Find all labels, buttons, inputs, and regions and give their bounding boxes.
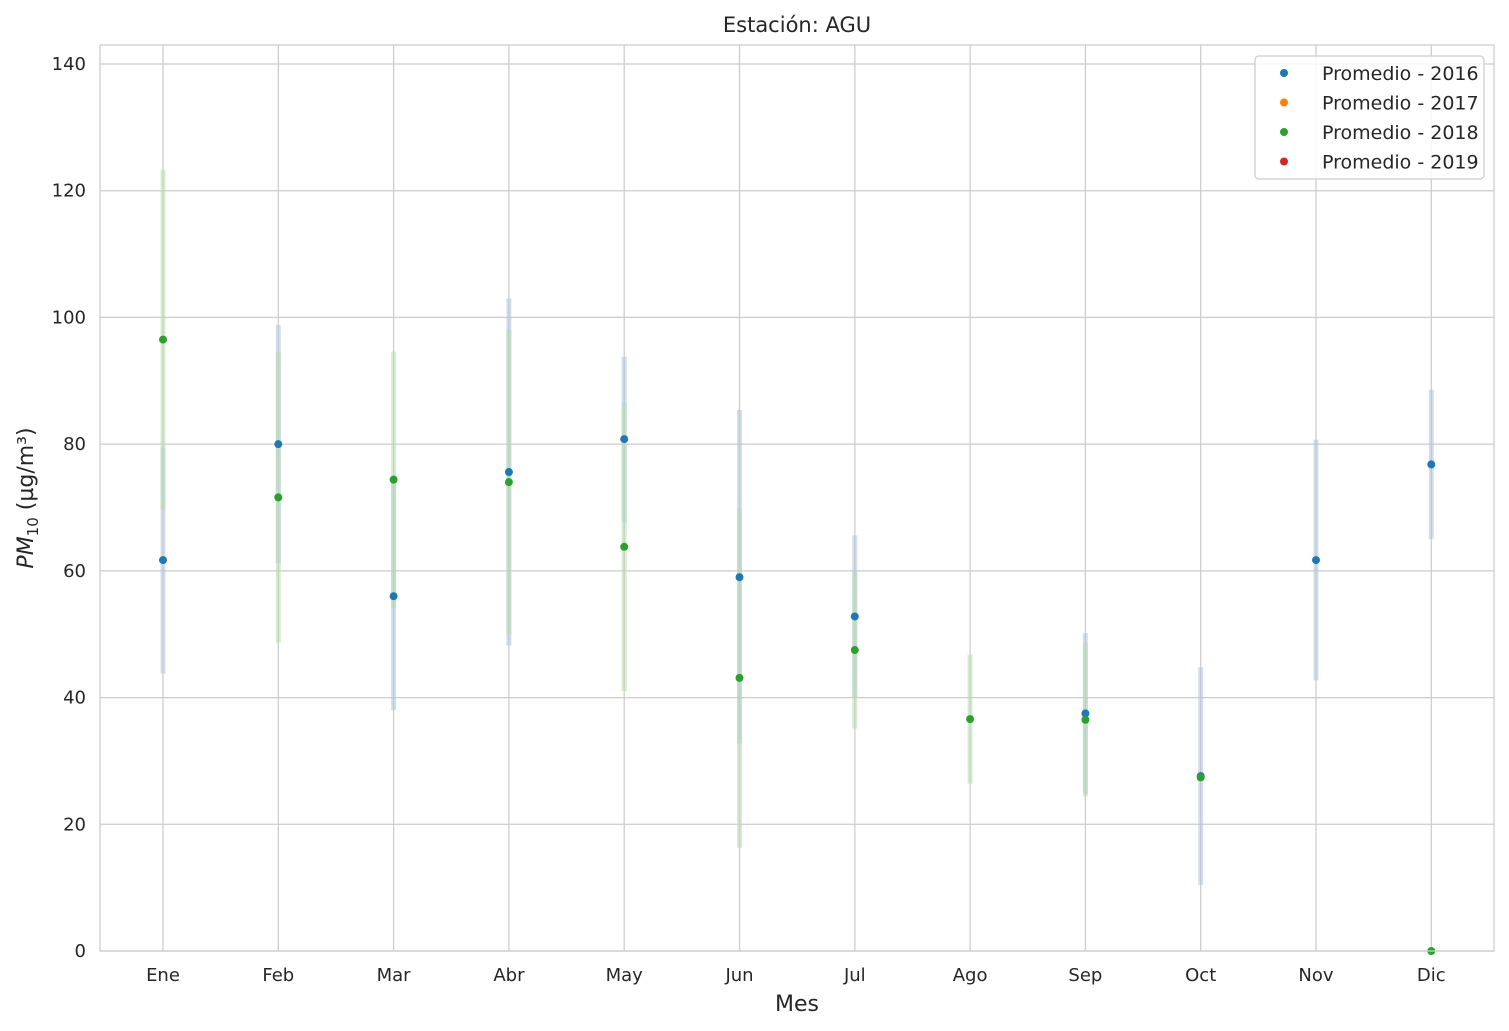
y-axis-label-unit: (µg/m³) (14, 427, 39, 517)
x-axis-label: Mes (775, 992, 819, 1017)
y-axis-label-main: PM (14, 536, 39, 568)
x-tick-label: Ene (146, 965, 180, 986)
legend-label: Promedio - 2018 (1322, 122, 1479, 144)
y-tick-label: 80 (63, 434, 86, 455)
legend-label: Promedio - 2016 (1322, 63, 1479, 85)
legend-marker (1280, 157, 1288, 166)
data-point (159, 335, 167, 344)
data-points (159, 335, 1436, 955)
data-point (389, 592, 398, 601)
legend-label: Promedio - 2019 (1322, 152, 1479, 174)
x-tick-label: Abr (493, 965, 525, 986)
legend: Promedio - 2016 Promedio - 2017 Promedio -… (1254, 55, 1485, 180)
x-tick-label: Jul (843, 965, 866, 986)
data-point (620, 435, 629, 444)
legend-marker (1280, 128, 1288, 136)
y-tick-label: 140 (52, 54, 86, 75)
data-point (966, 715, 975, 724)
legend-marker (1280, 98, 1288, 107)
x-tick-label: Sep (1068, 965, 1102, 986)
data-point (735, 573, 744, 582)
data-point (735, 673, 744, 682)
data-point (1196, 773, 1205, 782)
chart-title: Estación: AGU (723, 13, 871, 37)
y-tick-label: 120 (52, 181, 86, 202)
x-tick-label: May (606, 965, 644, 986)
data-point (1427, 460, 1436, 469)
data-point (389, 475, 398, 484)
y-tick-labels: 0 20 40 60 80 100 120 140 (52, 54, 86, 962)
x-tick-label: Mar (377, 965, 412, 986)
x-tick-label: Oct (1185, 965, 1216, 986)
data-point (1312, 556, 1320, 565)
error-bands (160, 169, 1434, 886)
legend-label: Promedio - 2017 (1322, 93, 1479, 115)
y-tick-label: 100 (52, 307, 86, 328)
x-tick-label: Feb (262, 965, 294, 986)
x-tick-label: Dic (1417, 965, 1446, 986)
plot-frame (99, 44, 1495, 952)
y-tick-label: 20 (63, 814, 86, 835)
y-tick-label: 40 (63, 688, 86, 709)
data-point (274, 440, 283, 449)
data-point (620, 542, 629, 551)
data-point (850, 646, 859, 655)
x-tick-label: Nov (1298, 965, 1333, 986)
y-tick-label: 0 (75, 941, 86, 962)
x-tick-labels: Ene Feb Mar Abr May Jun Jul Ago Sep Oct Nov Dic (146, 965, 1446, 986)
data-point (850, 612, 859, 621)
data-point (1081, 709, 1090, 718)
legend-marker (1280, 69, 1288, 77)
data-point (274, 493, 283, 502)
y-tick-label: 60 (63, 561, 86, 582)
data-point (159, 556, 167, 565)
data-point (504, 478, 513, 487)
legend-box (1254, 55, 1485, 180)
data-point (1081, 715, 1090, 724)
y-axis-label: PM10 (µg/m³) (14, 427, 42, 568)
grid (100, 45, 1494, 952)
x-tick-label: Jun (724, 965, 753, 986)
y-axis-label-sub: 10 (24, 517, 42, 536)
data-point (504, 468, 513, 477)
x-tick-label: Ago (953, 965, 988, 986)
